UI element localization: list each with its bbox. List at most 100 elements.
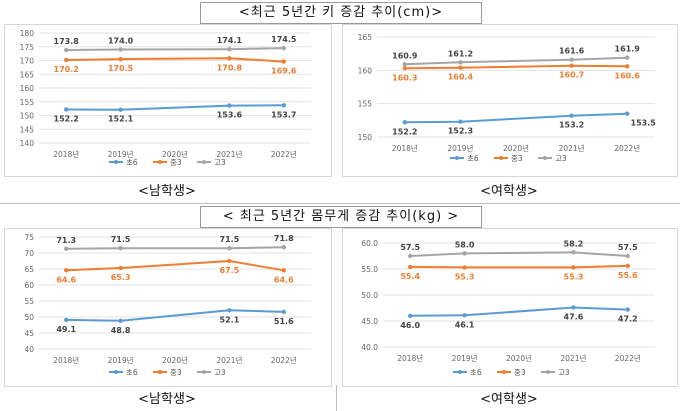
caption-divider: [336, 385, 337, 411]
height-girls-caption: <여학생>: [480, 184, 538, 199]
data-label: 153.6: [217, 111, 243, 120]
data-point: [281, 268, 286, 273]
data-label: 52.1: [220, 315, 240, 324]
y-tick-label: 155: [358, 100, 373, 109]
data-label: 173.8: [54, 37, 80, 46]
series-line: [410, 264, 628, 269]
data-label: 153.5: [631, 119, 657, 128]
y-tick-label: 140: [20, 139, 35, 148]
data-point: [281, 245, 286, 250]
series-line: [410, 306, 628, 317]
legend-marker: [543, 156, 547, 160]
legend-label: 중3: [514, 368, 526, 377]
data-label: 65.3: [111, 273, 131, 282]
data-point: [227, 103, 232, 108]
data-label: 153.7: [271, 110, 296, 119]
data-point: [571, 250, 576, 255]
data-label: 46.0: [400, 321, 420, 330]
legend-label: 초6: [126, 368, 138, 377]
weight-girls-line-chart: 40.0 45.0 50.0 55.0 60.0 2018년 2019년 2020년 2021년…: [361, 239, 655, 377]
data-point: [227, 308, 232, 313]
data-point: [118, 56, 123, 62]
data-label: 64.6: [56, 275, 76, 284]
legend-label: 초6: [126, 158, 138, 167]
height-boys-line-chart: 140 145 150 155 160 165 170 175 180 2018년 2019년 202…: [20, 29, 311, 167]
legend-label: 중3: [170, 368, 182, 377]
legend-label: 고3: [555, 154, 567, 163]
y-tick-label: 165: [358, 33, 373, 42]
data-point: [227, 47, 232, 52]
data-label: 58.2: [564, 239, 584, 248]
data-label: 71.3: [56, 236, 76, 245]
x-tick-label: 2020년: [506, 353, 532, 363]
legend-label: 고3: [214, 368, 226, 377]
data-point: [408, 264, 413, 270]
data-label: 55.4: [400, 272, 420, 281]
data-label: 160.4: [448, 73, 474, 82]
legend-marker: [455, 156, 459, 160]
x-tick-label: 2021년: [216, 149, 242, 159]
data-label: 55.3: [455, 272, 475, 281]
data-label: 57.5: [400, 243, 420, 252]
data-point: [227, 56, 232, 61]
legend-marker: [202, 370, 206, 374]
data-label: 51.6: [274, 317, 294, 326]
x-tick-label: 2020년: [503, 143, 529, 153]
y-tick-label: 50: [24, 313, 34, 322]
y-tick-label: 155: [20, 98, 35, 107]
data-label: 170.8: [217, 63, 243, 72]
legend-marker: [114, 370, 118, 374]
x-tick-label: 2019년: [108, 149, 134, 159]
x-tick-label: 2022년: [271, 355, 297, 365]
data-label: 47.6: [564, 312, 584, 321]
legend-marker: [546, 370, 550, 374]
y-tick-label: 150: [358, 133, 373, 142]
data-label: 152.2: [392, 127, 417, 136]
data-point: [408, 313, 413, 318]
data-point: [281, 103, 286, 108]
data-point: [118, 265, 123, 271]
data-point: [281, 59, 286, 64]
data-point: [227, 258, 232, 264]
y-tick-label: 75: [24, 233, 34, 242]
data-label: 161.6: [559, 47, 585, 56]
data-point: [227, 246, 232, 251]
data-point: [118, 246, 123, 251]
series-line: [66, 57, 284, 63]
y-tick-label: 175: [20, 43, 35, 52]
x-tick-label: 2018년: [392, 143, 418, 153]
data-point: [569, 57, 574, 62]
data-point: [571, 265, 576, 270]
section-divider: [0, 203, 680, 204]
data-label: 47.2: [618, 315, 638, 324]
height-boys-chart-panel: 140 145 150 155 160 165 170 175 180 2018년 2019년 202…: [4, 24, 332, 177]
x-tick-label: 2018년: [53, 355, 79, 365]
series-line: [410, 251, 628, 257]
data-label: 174.0: [108, 37, 134, 46]
series-line: [404, 112, 628, 124]
data-point: [569, 113, 574, 118]
x-tick-label: 2019년: [447, 143, 473, 153]
data-label: 170.5: [108, 64, 134, 73]
data-label: 161.9: [615, 45, 641, 54]
data-point: [625, 253, 630, 259]
data-label: 71.8: [274, 234, 294, 243]
y-tick-label: 40.0: [361, 343, 378, 352]
legend-marker: [114, 160, 118, 164]
weight-girls-chart-panel: 40.0 45.0 50.0 55.0 60.0 2018년 2019년 2020년 2021년…: [342, 228, 678, 387]
data-label: 153.2: [559, 121, 584, 130]
data-point: [462, 265, 467, 270]
data-point: [458, 119, 463, 124]
y-tick-label: 50.0: [361, 291, 378, 300]
height-girls-chart-panel: 150 155 160 165 2018년 2019년 2020년 2021년 2022년 152…: [342, 24, 678, 177]
series-line: [66, 246, 284, 250]
data-label: 160.3: [392, 73, 417, 82]
x-tick-label: 2018년: [53, 149, 79, 159]
x-tick-label: 2021년: [216, 355, 242, 365]
data-point: [408, 253, 413, 259]
data-label: 160.7: [559, 71, 584, 80]
data-point: [625, 55, 630, 60]
y-tick-label: 170: [20, 57, 35, 66]
data-label: 71.5: [111, 235, 131, 244]
x-tick-label: 2022년: [614, 143, 640, 153]
